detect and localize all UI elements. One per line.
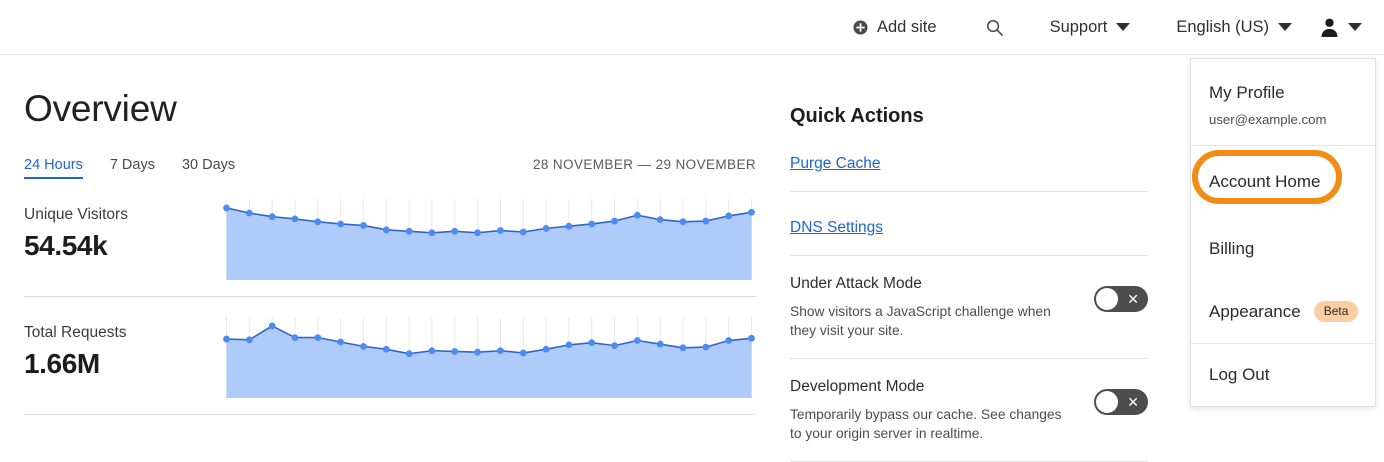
development-mode-description: Temporarily bypass our cache. See change… bbox=[790, 407, 1062, 441]
my-profile-item[interactable]: My Profile user@example.com bbox=[1191, 59, 1375, 145]
development-mode-title: Development Mode bbox=[790, 378, 925, 395]
metric-total-requests: Total Requests 1.66M bbox=[24, 314, 756, 414]
date-range-label: 28 NOVEMBER — 29 NOVEMBER bbox=[532, 157, 756, 172]
timerange-tabs: 24 Hours 7 Days 30 Days 28 NOVEMBER — 29… bbox=[24, 157, 756, 179]
chevron-down-icon bbox=[1348, 23, 1362, 31]
language-label: English (US) bbox=[1176, 17, 1269, 36]
support-label: Support bbox=[1049, 17, 1108, 36]
chart-total-requests bbox=[222, 317, 756, 398]
metric-label: Total Requests bbox=[24, 324, 127, 341]
dropdown-account-section: Account Home Billing Appearance Beta bbox=[1191, 146, 1375, 344]
profile-email: user@example.com bbox=[1209, 112, 1327, 127]
divider bbox=[790, 358, 1148, 359]
divider bbox=[24, 296, 756, 297]
chevron-down-icon bbox=[1278, 23, 1292, 31]
under-attack-mode-title: Under Attack Mode bbox=[790, 275, 922, 292]
add-site-label: Add site bbox=[876, 17, 937, 36]
top-header-bar: Add site Support English (US) bbox=[0, 0, 1384, 55]
tab-7-days[interactable]: 7 Days bbox=[109, 157, 155, 173]
dns-settings-link[interactable]: DNS Settings bbox=[790, 219, 884, 236]
overview-section: Overview 24 Hours 7 Days 30 Days 28 NOVE… bbox=[24, 55, 756, 415]
metric-unique-visitors: Unique Visitors 54.54k bbox=[24, 196, 756, 296]
development-mode-row: Development Mode Temporarily bypass our … bbox=[790, 359, 1148, 443]
quick-actions-section: Quick Actions Purge Cache DNS Settings U… bbox=[790, 55, 1148, 462]
support-menu[interactable]: Support bbox=[1050, 18, 1131, 37]
dropdown-logout-section: Log Out bbox=[1191, 344, 1375, 406]
main-content: Overview 24 Hours 7 Days 30 Days 28 NOVE… bbox=[0, 55, 1384, 462]
close-x-icon: ✕ bbox=[1127, 291, 1139, 307]
dropdown-profile-section: My Profile user@example.com bbox=[1191, 59, 1375, 146]
page-title: Overview bbox=[24, 88, 177, 129]
close-x-icon: ✕ bbox=[1127, 394, 1139, 410]
divider bbox=[24, 414, 756, 415]
menu-item-billing[interactable]: Billing bbox=[1209, 239, 1255, 258]
under-attack-mode-description: Show visitors a JavaScript challenge whe… bbox=[790, 304, 1051, 338]
tab-30-days[interactable]: 30 Days bbox=[181, 157, 236, 173]
menu-item-appearance-label: Appearance bbox=[1209, 301, 1301, 321]
my-profile-label: My Profile bbox=[1209, 83, 1285, 102]
metric-value: 1.66M bbox=[24, 348, 100, 379]
person-icon bbox=[1321, 18, 1338, 37]
toggle-knob bbox=[1096, 288, 1118, 310]
under-attack-mode-row: Under Attack Mode Show visitors a JavaSc… bbox=[790, 256, 1148, 340]
add-site-button[interactable]: Add site bbox=[853, 18, 937, 37]
search-icon bbox=[986, 19, 1003, 36]
development-mode-toggle[interactable]: ✕ bbox=[1094, 389, 1148, 415]
account-menu-button[interactable] bbox=[1320, 17, 1362, 38]
divider bbox=[790, 255, 1148, 256]
under-attack-mode-toggle[interactable]: ✕ bbox=[1094, 286, 1148, 312]
purge-cache-link[interactable]: Purge Cache bbox=[790, 155, 881, 172]
chart-unique-visitors bbox=[222, 199, 756, 280]
menu-item-appearance[interactable]: Appearance Beta bbox=[1191, 280, 1375, 343]
divider bbox=[790, 191, 1148, 192]
menu-item-account-home[interactable]: Account Home bbox=[1209, 172, 1321, 191]
tab-24-hours[interactable]: 24 Hours bbox=[24, 157, 83, 179]
search-button[interactable] bbox=[985, 18, 1004, 37]
menu-item-log-out[interactable]: Log Out bbox=[1209, 365, 1270, 384]
beta-badge: Beta bbox=[1313, 301, 1359, 322]
plus-circle-icon bbox=[853, 19, 868, 35]
account-dropdown-menu: My Profile user@example.com Account Home… bbox=[1190, 58, 1376, 407]
toggle-knob bbox=[1096, 391, 1118, 413]
metric-label: Unique Visitors bbox=[24, 206, 128, 223]
chevron-down-icon bbox=[1116, 23, 1131, 31]
language-menu[interactable]: English (US) bbox=[1176, 18, 1292, 37]
metric-value: 54.54k bbox=[24, 230, 108, 261]
quick-actions-title: Quick Actions bbox=[790, 105, 924, 127]
